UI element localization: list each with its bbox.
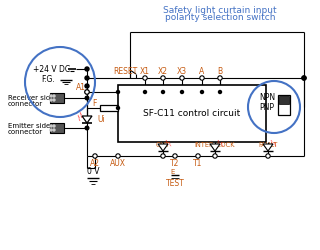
Circle shape [302,76,306,80]
Circle shape [196,154,200,158]
Circle shape [161,76,165,80]
Circle shape [200,76,204,80]
Text: SF-C11 control circuit: SF-C11 control circuit [143,109,241,118]
Text: A: A [199,66,204,76]
Text: B: B [217,66,223,76]
Bar [50,93,64,103]
Circle shape [53,95,55,97]
Text: Safety light curtain input: Safety light curtain input [163,6,277,15]
Text: F.G.: F.G. [41,76,55,84]
Text: AUX: AUX [110,158,126,168]
Circle shape [53,99,55,101]
Text: F: F [92,100,96,108]
Text: /: / [220,142,224,146]
Text: Ui: Ui [97,114,105,124]
Text: +24 V DC: +24 V DC [33,64,71,74]
Text: /: / [168,142,172,146]
Text: FAULT: FAULT [258,142,278,148]
Text: A2: A2 [90,158,100,168]
Circle shape [53,125,55,127]
Circle shape [85,84,89,88]
Text: /: / [77,115,83,121]
Text: Emitter side: Emitter side [8,123,50,129]
Circle shape [302,76,306,80]
Text: /: / [79,112,84,118]
Circle shape [219,90,221,94]
Text: NPN: NPN [259,94,275,102]
Bar [278,95,290,115]
Text: E: E [171,169,175,175]
Circle shape [143,90,147,94]
Circle shape [85,76,89,80]
Text: PNP: PNP [260,102,275,112]
Text: T1: T1 [193,158,203,168]
Text: X1: X1 [140,66,150,76]
Circle shape [162,90,164,94]
Circle shape [116,90,119,94]
Text: polarity selection switch: polarity selection switch [165,13,275,22]
Text: /: / [273,142,277,146]
Polygon shape [158,144,168,151]
Circle shape [218,76,222,80]
Circle shape [50,95,52,97]
Circle shape [50,99,52,101]
Circle shape [85,126,89,130]
Circle shape [213,154,217,158]
Circle shape [201,90,204,94]
Bar [279,96,289,104]
Circle shape [180,90,183,94]
Circle shape [116,106,119,110]
Text: /: / [270,140,274,144]
Text: 0 V: 0 V [87,168,99,176]
Text: connector: connector [8,129,43,135]
Text: /: / [165,140,169,144]
Circle shape [53,129,55,131]
Text: A1: A1 [76,84,86,92]
Text: TEST: TEST [166,180,184,188]
Circle shape [161,154,165,158]
Text: /: / [217,140,221,144]
Circle shape [85,96,89,100]
Text: X3: X3 [177,66,187,76]
Circle shape [143,76,147,80]
Circle shape [266,154,270,158]
Polygon shape [263,144,273,151]
Text: X2: X2 [158,66,168,76]
Polygon shape [82,116,92,123]
Bar [50,123,64,133]
Text: connector: connector [8,101,43,107]
Text: RESET: RESET [113,68,137,76]
Circle shape [173,154,177,158]
Text: T2: T2 [170,158,180,168]
Polygon shape [210,144,220,151]
Text: OUT: OUT [156,142,170,148]
Text: INTER_LOCK: INTER_LOCK [195,142,235,148]
Circle shape [85,67,89,71]
Circle shape [93,154,97,158]
Circle shape [116,154,120,158]
Circle shape [50,125,52,127]
Text: Receiver side: Receiver side [8,95,54,101]
Bar [118,85,266,142]
Circle shape [85,90,89,94]
Bar [100,105,118,111]
Circle shape [85,90,89,94]
Circle shape [180,76,184,80]
Circle shape [50,129,52,131]
